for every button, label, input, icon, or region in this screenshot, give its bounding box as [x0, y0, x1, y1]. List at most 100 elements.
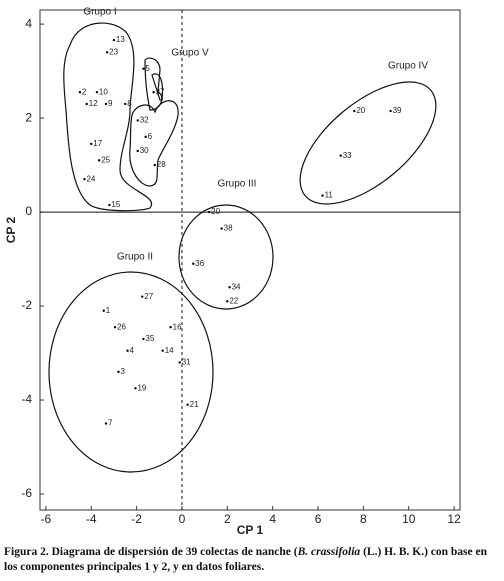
group-label: Grupo II — [117, 252, 153, 263]
point — [141, 295, 144, 298]
point-label: 19 — [137, 383, 146, 392]
point — [228, 286, 231, 289]
point — [220, 227, 223, 230]
point-label: 6 — [148, 132, 153, 141]
point — [83, 177, 86, 181]
point — [339, 154, 342, 157]
point-label: 11 — [325, 191, 334, 200]
x-tick-label: 2 — [224, 512, 231, 526]
point-label: 13 — [116, 35, 125, 44]
x-tick-label: 8 — [360, 512, 367, 526]
group-i-outline — [63, 22, 153, 212]
plot-frame — [39, 9, 461, 511]
point-label: 3 — [120, 367, 125, 376]
x-tick-label: 4 — [269, 512, 276, 526]
x-tick-label: 12 — [447, 512, 461, 526]
y-axis-label: CP 2 — [4, 216, 18, 243]
point — [104, 422, 108, 425]
group-label: Grupo V — [171, 48, 209, 59]
point-label: 9 — [108, 99, 113, 108]
point — [136, 149, 139, 153]
point — [152, 91, 155, 94]
point-label: 10 — [99, 87, 108, 96]
point — [126, 349, 129, 352]
point-label: 24 — [86, 174, 95, 183]
y-tick-label: -6 — [21, 486, 32, 500]
point-label: 15 — [111, 200, 120, 209]
x-tick-label: 6 — [315, 512, 322, 526]
caption-text: (L.) H. B. K.) con base en los component… — [4, 546, 488, 573]
y-tick-label: -4 — [21, 392, 32, 406]
point — [97, 159, 101, 162]
point — [90, 142, 93, 146]
point-label: 32 — [140, 116, 149, 125]
point-label: 14 — [165, 346, 174, 355]
point — [192, 262, 195, 265]
point-label: 5 — [145, 64, 150, 73]
point-label: 38 — [224, 224, 233, 233]
point-label: 20 — [211, 207, 220, 216]
point-label: 8 — [127, 99, 132, 108]
point — [108, 203, 111, 207]
point-label: 22 — [229, 296, 238, 305]
group-v-outline-c — [129, 100, 179, 187]
point-label: 39 — [393, 106, 402, 115]
point-label: 21 — [190, 400, 199, 409]
group-label: Grupo I — [83, 7, 116, 18]
point-label: 4 — [130, 346, 135, 355]
point-label: 33 — [343, 151, 352, 160]
point — [78, 91, 82, 94]
x-tick-label: -6 — [41, 512, 52, 526]
point-label: 37 — [156, 87, 165, 96]
point-label: 2 — [82, 87, 87, 96]
point-label: 30 — [140, 146, 149, 155]
caption-species: B. crassifolia — [297, 546, 361, 558]
point — [142, 337, 145, 341]
point-label: 35 — [145, 334, 154, 343]
point-label: 28 — [157, 160, 166, 169]
caption: Figura 2. Diagrama de dispersión de 39 c… — [4, 545, 500, 575]
point-label: 1 — [106, 306, 111, 315]
point-label: 31 — [182, 358, 191, 367]
x-tick-label: -2 — [131, 512, 142, 526]
x-axis-label: CP 1 — [237, 523, 264, 537]
y-tick-label: 0 — [25, 204, 32, 218]
x-tick-label: 0 — [179, 512, 186, 526]
x-tick-label: 10 — [402, 512, 416, 526]
point — [321, 194, 324, 197]
point-label: 34 — [232, 282, 241, 291]
point — [113, 325, 117, 329]
point-label: 36 — [195, 259, 204, 268]
group-iii-outline — [178, 204, 274, 310]
y-tick-label: 2 — [25, 110, 32, 124]
caption-text: Figura 2. Diagrama de dispersión de 39 c… — [4, 546, 298, 558]
point-label: 7 — [108, 419, 113, 428]
group-label: Grupo III — [218, 179, 257, 190]
point-label: 17 — [93, 139, 102, 148]
point — [142, 67, 145, 70]
point — [161, 349, 164, 352]
point — [112, 38, 116, 42]
point — [186, 403, 189, 406]
point — [178, 361, 181, 364]
point — [153, 163, 156, 167]
point — [353, 109, 356, 113]
point — [169, 325, 172, 329]
group-outlines — [48, 22, 437, 473]
point — [117, 370, 120, 374]
point — [389, 109, 392, 113]
point — [134, 387, 137, 390]
point-label: 25 — [101, 155, 110, 164]
point — [104, 102, 108, 106]
point-label: 12 — [89, 99, 98, 108]
point-label: 16 — [173, 322, 182, 331]
point — [102, 309, 105, 312]
y-tick-label: 4 — [25, 16, 32, 30]
point — [226, 300, 229, 303]
point — [207, 210, 211, 214]
point-label: 27 — [144, 292, 153, 301]
point — [95, 91, 99, 94]
point — [85, 102, 88, 106]
point-label: 23 — [109, 47, 118, 56]
point-label: 26 — [117, 322, 126, 331]
